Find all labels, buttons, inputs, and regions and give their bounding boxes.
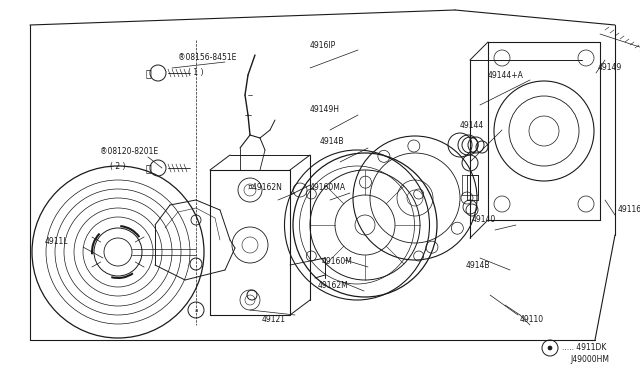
Text: ( 2 ): ( 2 ) [110,161,125,170]
Text: 49149H: 49149H [310,106,340,115]
Text: 49121: 49121 [262,315,286,324]
Text: 49160M: 49160M [322,257,353,266]
Text: 49160MA: 49160MA [310,183,346,192]
Text: ®08156-8451E: ®08156-8451E [178,54,236,62]
Text: Ⓑ: Ⓑ [145,68,151,78]
Circle shape [548,346,552,350]
Text: Ⓑ: Ⓑ [145,163,151,173]
Text: J49000HM: J49000HM [570,356,609,365]
Text: 49140: 49140 [472,215,496,224]
Text: 49144: 49144 [460,121,484,129]
Text: a: a [195,308,198,312]
Text: ¤49162N: ¤49162N [248,183,283,192]
Text: 49149: 49149 [598,64,622,73]
Text: ..... 4911DK: ..... 4911DK [562,343,606,353]
Text: 49144+A: 49144+A [488,71,524,80]
Text: ®08120-8201E: ®08120-8201E [100,148,158,157]
Text: 49116: 49116 [618,205,640,215]
Text: 49162M: 49162M [318,282,349,291]
Text: ( 1 ): ( 1 ) [188,67,204,77]
Text: 4916IP: 4916IP [310,41,336,49]
Text: 49110: 49110 [520,315,544,324]
Text: 4911L: 4911L [45,237,68,247]
Text: 4914B: 4914B [466,260,490,269]
Text: 4914B: 4914B [320,138,344,147]
